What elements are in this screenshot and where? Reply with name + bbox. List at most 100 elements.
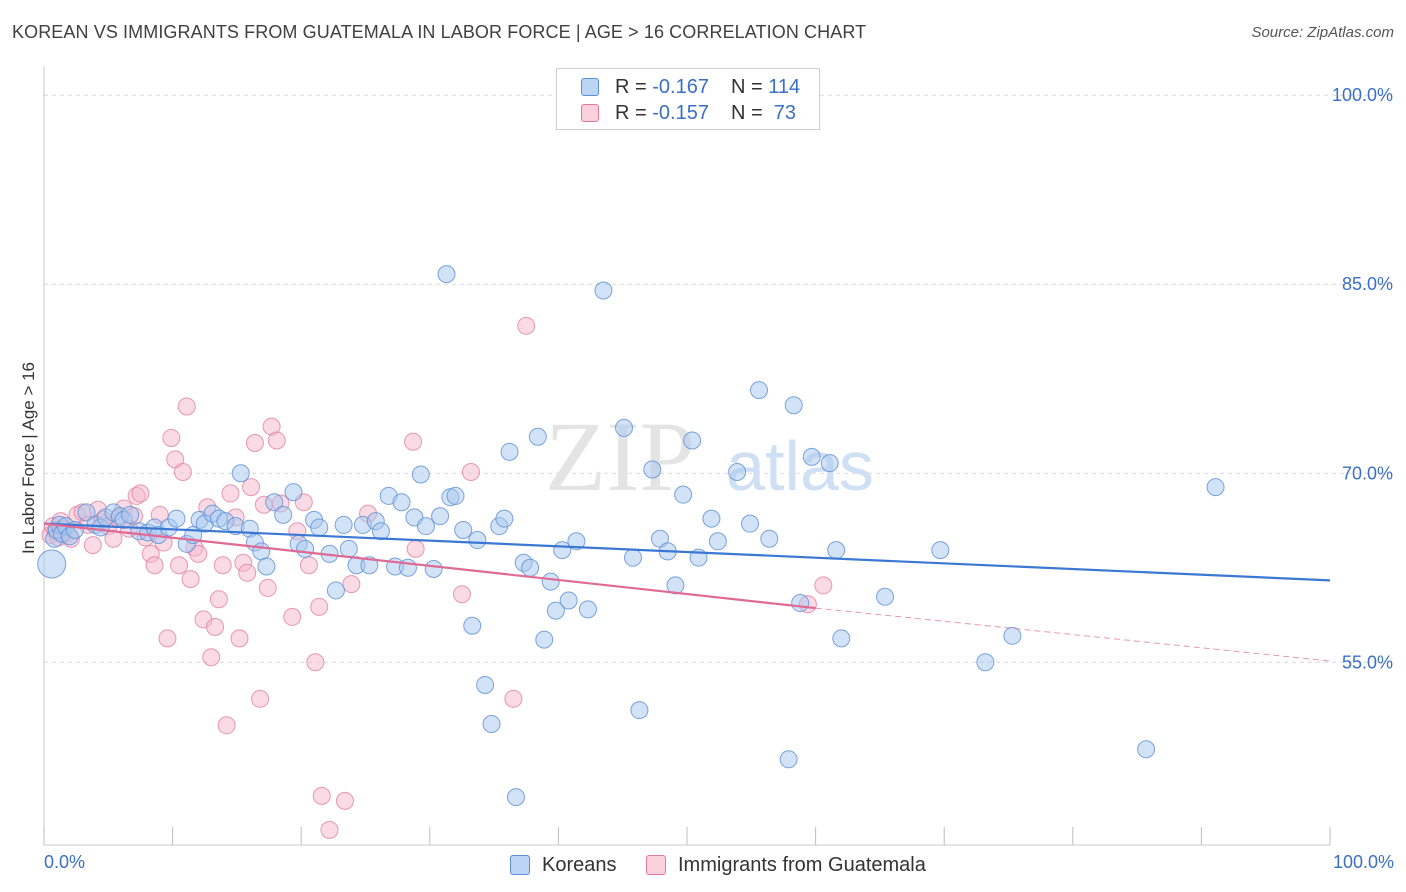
data-point-guatemala — [217, 716, 236, 735]
legend-label-koreans: Koreans — [542, 853, 617, 876]
data-point-guatemala — [312, 786, 331, 805]
data-point-korean — [630, 701, 649, 720]
data-point-korean — [339, 539, 358, 558]
data-point-korean — [832, 629, 851, 648]
data-point-korean — [976, 653, 995, 672]
data-point-guatemala — [452, 585, 471, 604]
data-point-korean — [500, 442, 519, 461]
trendline-guatemala-extension — [815, 607, 1331, 662]
data-point-korean — [416, 517, 435, 536]
data-point-korean — [666, 576, 685, 595]
legend-swatch-koreans — [510, 855, 530, 875]
data-point-guatemala — [320, 820, 339, 839]
y-tick-label: 55.0% — [1342, 652, 1393, 672]
data-point-korean — [728, 462, 747, 481]
data-point-korean — [121, 505, 140, 524]
y-axis-label: In Labor Force | Age > 16 — [19, 362, 38, 554]
legend-swatch-guatemala — [646, 855, 666, 875]
data-point-korean — [760, 529, 779, 548]
data-point-guatemala — [189, 544, 208, 563]
data-point-guatemala — [310, 597, 329, 616]
data-point-korean — [167, 509, 186, 528]
legend-swatch-koreans — [581, 78, 599, 96]
data-point-guatemala — [158, 629, 177, 648]
data-point-korean — [296, 539, 315, 558]
data-point-korean — [535, 630, 554, 649]
data-point-korean — [454, 520, 473, 539]
legend-label-guatemala: Immigrants from Guatemala — [678, 853, 926, 876]
data-point-korean — [827, 541, 846, 560]
data-point-guatemala — [221, 484, 240, 503]
data-point-korean — [257, 557, 276, 576]
data-point-korean — [802, 447, 821, 466]
data-point-korean — [463, 616, 482, 635]
data-point-korean — [77, 503, 96, 522]
x-axis-min-label: 0.0% — [44, 852, 86, 872]
data-point-guatemala — [242, 478, 261, 497]
data-point-korean — [643, 460, 662, 479]
data-point-korean — [231, 464, 250, 483]
data-point-korean — [567, 532, 586, 551]
data-point-korean — [702, 509, 721, 528]
data-point-korean — [708, 532, 727, 551]
data-point-korean — [468, 531, 487, 550]
data-point-korean — [284, 483, 303, 502]
data-point-korean — [779, 750, 798, 769]
legend-r-value: -0.157 — [652, 101, 709, 124]
x-axis-max-label: 100.0% — [1332, 852, 1394, 872]
chart-source: Source: ZipAtlas.com — [1251, 24, 1394, 41]
data-point-korean — [528, 427, 547, 446]
data-point-guatemala — [245, 434, 264, 453]
data-point-korean — [876, 587, 895, 606]
legend-n-value: 73 — [773, 101, 797, 124]
data-point-guatemala — [213, 556, 232, 575]
data-point-guatemala — [814, 576, 833, 595]
data-point-korean — [360, 556, 379, 575]
data-point-korean — [750, 381, 769, 400]
data-point-guatemala — [230, 629, 249, 648]
data-point-korean — [791, 594, 810, 613]
data-point-korean — [784, 396, 803, 415]
data-point-korean — [265, 493, 284, 512]
data-point-korean — [931, 541, 950, 560]
axes-layer — [43, 66, 1331, 846]
data-point-guatemala — [162, 428, 181, 447]
legend-n-label: N = — [730, 75, 763, 98]
trendline-koreans — [43, 522, 1331, 582]
data-point-korean — [521, 558, 540, 577]
data-point-guatemala — [238, 563, 257, 582]
data-point-guatemala — [181, 570, 200, 589]
grid-layer — [44, 94, 1392, 663]
watermark: ZIP atlas — [545, 401, 874, 512]
y-tick-label: 70.0% — [1342, 463, 1393, 483]
legend-r-label: R = — [615, 75, 647, 98]
trendline-guatemala — [43, 522, 816, 610]
data-point-guatemala — [406, 539, 425, 558]
data-point-korean — [371, 522, 390, 541]
data-point-guatemala — [335, 791, 354, 810]
data-point-korean — [1003, 626, 1022, 645]
legend-swatch-guatemala — [581, 104, 599, 122]
y-tick-label: 85.0% — [1342, 274, 1393, 294]
trend-layer — [43, 522, 1331, 662]
watermark-zip: ZIP — [545, 401, 695, 512]
data-point-korean — [37, 549, 67, 579]
data-point-guatemala — [504, 689, 523, 708]
data-point-korean — [446, 486, 465, 505]
data-point-guatemala — [202, 648, 221, 667]
data-point-guatemala — [258, 578, 277, 597]
data-point-guatemala — [251, 689, 270, 708]
series-legend: Koreans Immigrants from Guatemala — [0, 851, 1406, 879]
data-point-korean — [411, 465, 430, 484]
data-point-guatemala — [461, 462, 480, 481]
data-point-korean — [431, 507, 450, 526]
data-point-guatemala — [131, 484, 150, 503]
data-point-korean — [334, 515, 353, 534]
legend-row-guatemala: R = -0.157 N = 73 — [581, 100, 796, 126]
data-point-guatemala — [209, 590, 228, 609]
data-point-korean — [310, 518, 329, 537]
chart-title: KOREAN VS IMMIGRANTS FROM GUATEMALA IN L… — [12, 22, 867, 42]
legend-item-guatemala: Immigrants from Guatemala — [646, 851, 926, 879]
data-point-korean — [623, 548, 642, 567]
